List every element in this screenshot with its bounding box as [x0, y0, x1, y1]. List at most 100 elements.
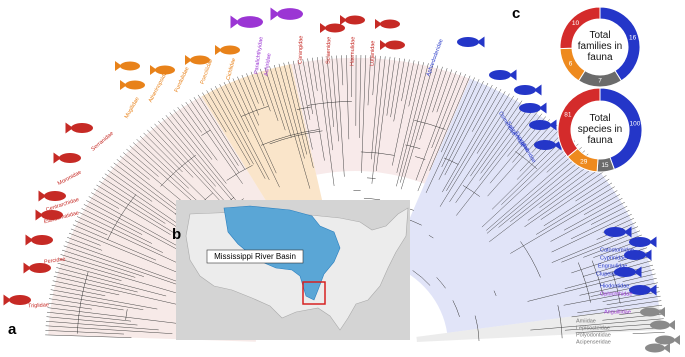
- branch: [206, 90, 251, 165]
- donut-title: Total species in fauna: [577, 113, 623, 146]
- branch: [250, 71, 265, 107]
- branch: [372, 55, 376, 96]
- branch: [612, 272, 621, 304]
- branch: [45, 325, 173, 334]
- branch: [74, 220, 108, 236]
- fish-body: [237, 16, 263, 28]
- fish-body: [614, 267, 636, 277]
- fish-icon: [604, 226, 632, 238]
- branch: [260, 129, 320, 146]
- family-label: Moronidae: [57, 170, 83, 188]
- panel-label: c: [512, 5, 520, 22]
- branch: [45, 330, 124, 335]
- fish-icon: [457, 36, 485, 48]
- fish-tail: [150, 65, 157, 75]
- fish-body: [457, 37, 479, 47]
- fish-tail: [533, 84, 542, 96]
- fish-icon: [529, 119, 557, 131]
- branch: [107, 194, 137, 240]
- fish-icon: [614, 266, 642, 278]
- branch: [57, 262, 122, 281]
- branch: [563, 198, 623, 231]
- branch: [400, 65, 439, 190]
- value-label: 6: [569, 61, 573, 68]
- branch: [53, 276, 182, 306]
- fish-icon: [624, 249, 652, 261]
- fish-tail: [115, 61, 122, 71]
- branch: [45, 334, 132, 338]
- branch: [255, 70, 271, 112]
- branch: [455, 103, 527, 203]
- branch: [446, 91, 506, 192]
- branch: [536, 186, 615, 235]
- branch: [228, 80, 280, 188]
- branch: [67, 237, 103, 251]
- branch: [193, 97, 239, 166]
- branch: [288, 61, 314, 168]
- branch: [371, 55, 381, 160]
- branch: [264, 67, 286, 131]
- branch: [61, 249, 144, 277]
- branch: [101, 177, 187, 234]
- branch: [72, 224, 157, 261]
- fish-body: [44, 191, 66, 201]
- value-label: 16: [629, 34, 637, 41]
- fish-tail: [658, 307, 665, 317]
- branch: [415, 70, 457, 181]
- fish-tail: [35, 209, 44, 221]
- fish-body: [645, 343, 665, 353]
- branch: [321, 56, 333, 151]
- fish-body: [277, 8, 303, 20]
- branch: [436, 69, 453, 113]
- branch: [60, 254, 136, 278]
- branch: [177, 107, 218, 161]
- family-label: Mugilidae: [124, 96, 141, 119]
- branch: [442, 89, 502, 193]
- branch: [346, 55, 350, 140]
- clade-shading: [416, 305, 662, 342]
- branch: [47, 307, 178, 324]
- branch: [524, 171, 604, 227]
- branch: [519, 127, 561, 172]
- branch: [479, 108, 535, 181]
- fish-icon: [320, 23, 345, 33]
- family-label: Triglidae: [28, 302, 49, 309]
- branch: [181, 104, 202, 133]
- branch: [443, 157, 459, 165]
- fish-body: [155, 65, 175, 75]
- map-label-box: [206, 249, 304, 264]
- branch: [543, 182, 613, 227]
- branch: [456, 110, 539, 216]
- branch: [414, 120, 446, 130]
- fish-icon: [270, 7, 303, 21]
- branch: [493, 290, 497, 296]
- branch: [476, 95, 514, 154]
- family-label: Achiridae: [263, 53, 272, 77]
- fish-icon: [115, 61, 140, 71]
- branch: [527, 167, 601, 221]
- branch: [160, 154, 196, 187]
- clade-shading: [201, 64, 323, 220]
- fish-body: [519, 103, 541, 113]
- branch: [557, 305, 563, 339]
- branch: [577, 300, 662, 314]
- branch: [48, 302, 92, 310]
- branch: [143, 132, 183, 173]
- branch: [561, 230, 641, 263]
- branch: [241, 106, 269, 117]
- branch: [283, 62, 308, 155]
- branch: [632, 332, 665, 334]
- branch: [375, 56, 391, 171]
- fish-icon: [230, 15, 263, 29]
- branch: [223, 82, 250, 133]
- branch: [46, 316, 138, 326]
- branch: [297, 59, 311, 120]
- branch: [575, 178, 610, 202]
- fish-icon: [380, 40, 405, 50]
- branch: [401, 59, 410, 102]
- branch: [417, 73, 466, 192]
- branch: [83, 204, 143, 235]
- fish-body: [190, 55, 210, 65]
- fish-icon: [514, 84, 542, 96]
